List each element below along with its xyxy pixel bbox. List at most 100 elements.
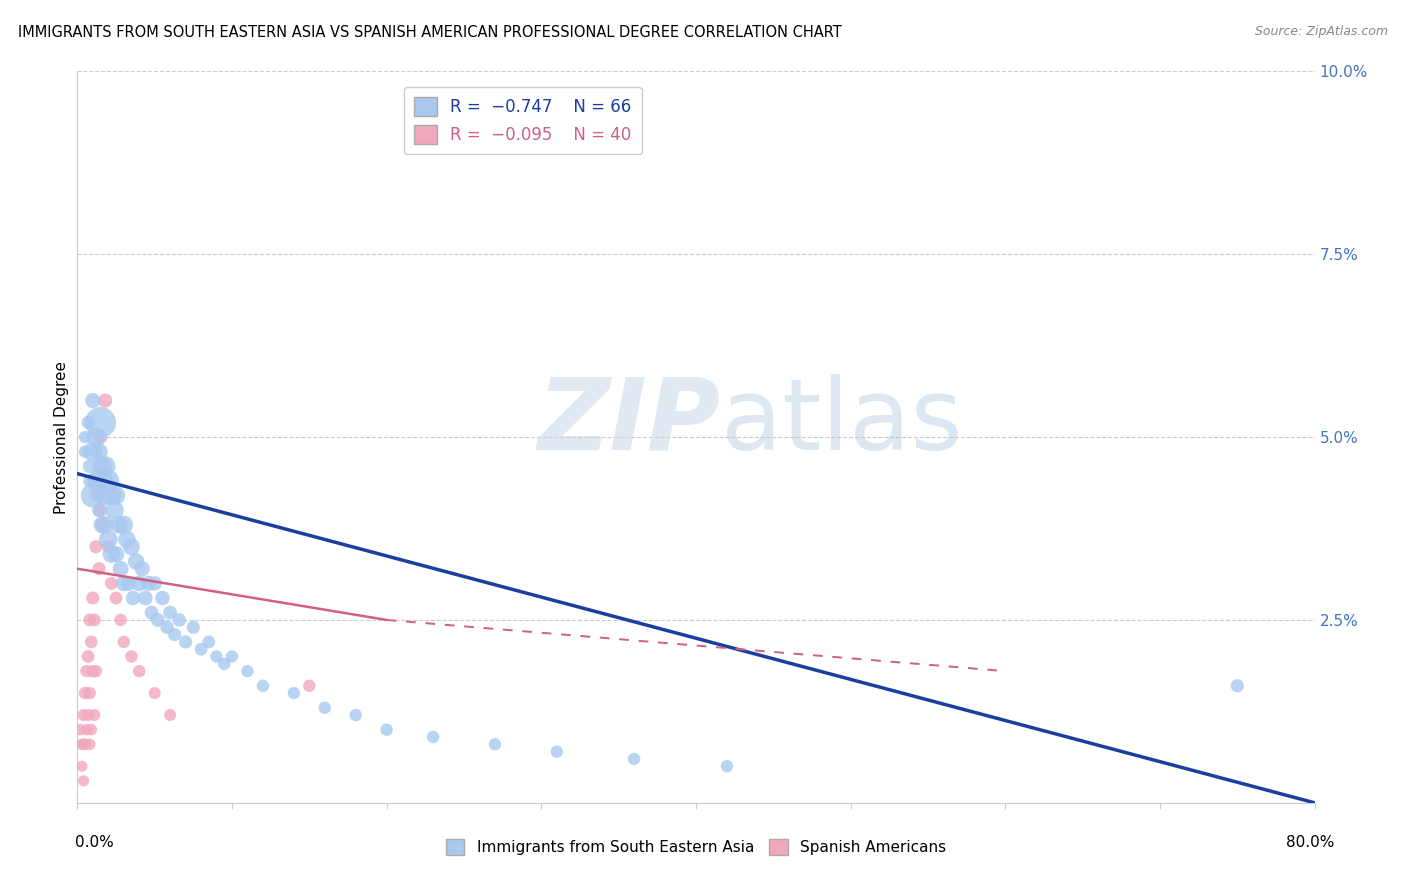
Text: ZIP: ZIP — [537, 374, 721, 471]
Point — [94, 459, 117, 474]
Legend: R =  −0.747    N = 66, R =  −0.095    N = 40: R = −0.747 N = 66, R = −0.095 N = 40 — [404, 87, 641, 153]
Point — [143, 576, 166, 591]
Point — [83, 613, 105, 627]
Point — [100, 489, 122, 503]
Point — [97, 474, 120, 488]
Point — [94, 393, 117, 408]
Point — [87, 444, 110, 458]
Point — [344, 708, 367, 723]
Point — [82, 591, 104, 605]
Point — [90, 416, 111, 430]
Point — [75, 737, 96, 751]
Point — [314, 700, 336, 714]
Point — [103, 503, 125, 517]
Point — [82, 393, 104, 408]
Point — [75, 686, 96, 700]
Point — [252, 679, 274, 693]
Point — [1226, 679, 1249, 693]
Point — [623, 752, 645, 766]
Point — [84, 664, 107, 678]
Point — [105, 547, 127, 561]
Point — [214, 657, 236, 671]
Point — [128, 664, 150, 678]
Point — [80, 635, 103, 649]
Point — [174, 635, 197, 649]
Text: IMMIGRANTS FROM SOUTH EASTERN ASIA VS SPANISH AMERICAN PROFESSIONAL DEGREE CORRE: IMMIGRANTS FROM SOUTH EASTERN ASIA VS SP… — [18, 25, 842, 40]
Point — [70, 737, 93, 751]
Point — [546, 745, 568, 759]
Point — [422, 730, 444, 744]
Point — [83, 708, 105, 723]
Point — [112, 517, 135, 532]
Point — [159, 708, 181, 723]
Point — [72, 737, 94, 751]
Point — [205, 649, 228, 664]
Point — [100, 547, 122, 561]
Point — [152, 591, 174, 605]
Text: 80.0%: 80.0% — [1286, 836, 1334, 850]
Point — [159, 606, 181, 620]
Point — [79, 474, 101, 488]
Point — [76, 723, 98, 737]
Point — [298, 679, 321, 693]
Point — [112, 635, 135, 649]
Point — [110, 613, 132, 627]
Point — [108, 517, 131, 532]
Point — [69, 723, 91, 737]
Point — [94, 517, 117, 532]
Point — [79, 459, 101, 474]
Point — [131, 562, 153, 576]
Point — [90, 474, 111, 488]
Point — [198, 635, 221, 649]
Point — [141, 606, 163, 620]
Point — [121, 649, 143, 664]
Point — [79, 686, 101, 700]
Point — [115, 533, 138, 547]
Point — [79, 613, 101, 627]
Point — [163, 627, 186, 641]
Point — [97, 540, 120, 554]
Point — [72, 708, 94, 723]
Point — [110, 562, 132, 576]
Point — [143, 686, 166, 700]
Point — [76, 664, 98, 678]
Point — [156, 620, 179, 634]
Point — [77, 708, 100, 723]
Point — [90, 503, 111, 517]
Point — [716, 759, 738, 773]
Point — [79, 737, 101, 751]
Point — [125, 554, 148, 568]
Point — [80, 723, 103, 737]
Point — [221, 649, 243, 664]
Point — [87, 503, 110, 517]
Point — [91, 459, 114, 474]
Point — [134, 591, 156, 605]
Point — [70, 759, 93, 773]
Point — [82, 444, 104, 458]
Point — [72, 773, 94, 788]
Point — [128, 576, 150, 591]
Point — [75, 444, 96, 458]
Point — [77, 649, 100, 664]
Point — [236, 664, 259, 678]
Point — [121, 540, 143, 554]
Point — [138, 576, 160, 591]
Point — [146, 613, 169, 627]
Point — [190, 642, 212, 657]
Point — [117, 576, 139, 591]
Point — [122, 591, 145, 605]
Point — [75, 430, 96, 444]
Point — [105, 489, 127, 503]
Point — [91, 517, 114, 532]
Point — [375, 723, 398, 737]
Point — [86, 489, 108, 503]
Text: Source: ZipAtlas.com: Source: ZipAtlas.com — [1254, 25, 1388, 38]
Point — [93, 489, 115, 503]
Y-axis label: Professional Degree: Professional Degree — [53, 360, 69, 514]
Point — [183, 620, 205, 634]
Point — [97, 533, 120, 547]
Point — [484, 737, 506, 751]
Point — [90, 430, 111, 444]
Point — [169, 613, 191, 627]
Point — [105, 591, 127, 605]
